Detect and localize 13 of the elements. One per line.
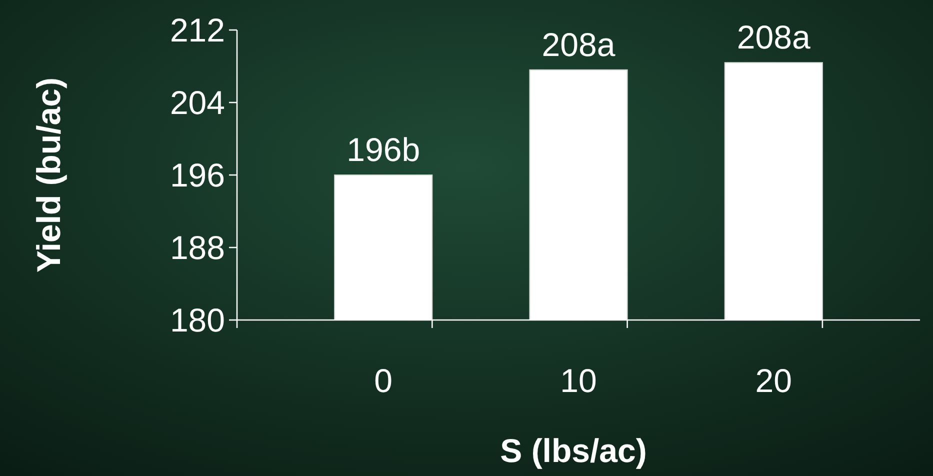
y-tick-label: 188 <box>170 229 225 266</box>
x-tick-label: 0 <box>374 362 393 399</box>
y-axis-title: Yield (bu/ac) <box>30 78 67 272</box>
data-label: 208a <box>736 18 811 56</box>
y-tick-label: 180 <box>170 302 225 339</box>
y-tick-label: 204 <box>170 84 225 122</box>
x-axis-title: S (lbs/ac) <box>500 432 647 469</box>
x-tick-label: 10 <box>560 362 597 399</box>
x-tick-label: 20 <box>755 362 792 399</box>
data-label: 208a <box>542 26 616 63</box>
y-tick-label: 196 <box>170 156 225 194</box>
data-label: 196b <box>346 131 420 168</box>
y-tick-label: 212 <box>170 12 225 49</box>
